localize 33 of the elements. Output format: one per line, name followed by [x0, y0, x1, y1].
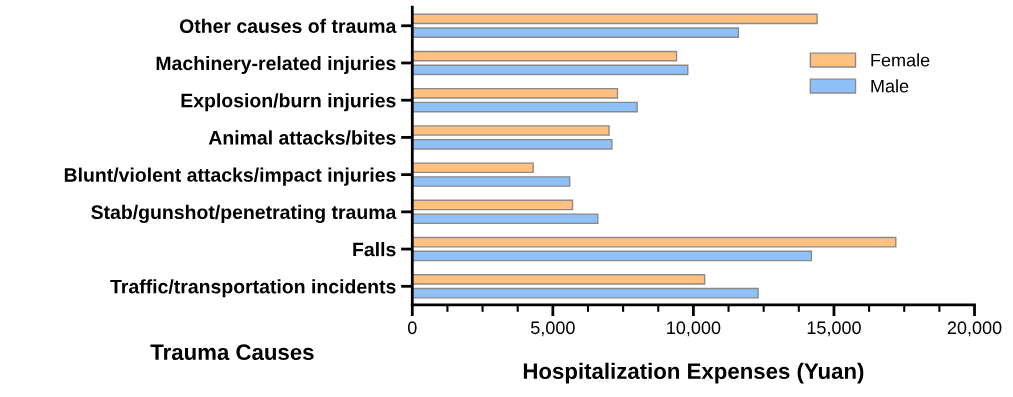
- x-tick-label: 10,000: [667, 321, 721, 337]
- bar: [412, 199, 574, 211]
- x-tick-label: 5,000: [530, 321, 575, 337]
- y-tick-label: Falls: [353, 242, 396, 257]
- bar: [412, 138, 613, 150]
- bar: [412, 162, 534, 174]
- bar: [412, 250, 813, 262]
- bar: [412, 101, 638, 113]
- y-tick-label: Animal attacks/bites: [208, 130, 396, 145]
- x-tick-label: 0: [407, 321, 417, 335]
- x-axis-title: Hospitalization Expenses (Yuan): [523, 362, 864, 384]
- bar: [412, 125, 610, 136]
- y-tick-label: Explosion/burn injuries: [181, 93, 396, 112]
- y-tick-label: Stab/gunshot/penetrating trauma: [91, 204, 397, 224]
- legend-label: Male: [871, 79, 909, 93]
- bar: [412, 50, 678, 62]
- legend-label: Female: [871, 53, 930, 67]
- bar: [412, 176, 571, 187]
- bar: [412, 274, 706, 285]
- bar: [412, 27, 740, 38]
- y-tick-label: Other causes of trauma: [179, 18, 397, 33]
- bar: [412, 13, 818, 25]
- y-tick-label: Machinery-related injuries: [156, 55, 396, 75]
- bar: [412, 236, 897, 248]
- bar: [412, 64, 689, 76]
- bar: [412, 287, 759, 299]
- bar: [412, 213, 599, 225]
- bar: [412, 87, 619, 99]
- y-axis-title: Trauma Causes: [150, 344, 314, 361]
- y-tick-label: Traffic/transportation incidents: [110, 279, 396, 298]
- x-tick-label: 15,000: [807, 321, 861, 337]
- x-tick-label: 20,000: [947, 321, 1002, 337]
- y-tick-label: Blunt/violent attacks/impact injuries: [64, 167, 396, 186]
